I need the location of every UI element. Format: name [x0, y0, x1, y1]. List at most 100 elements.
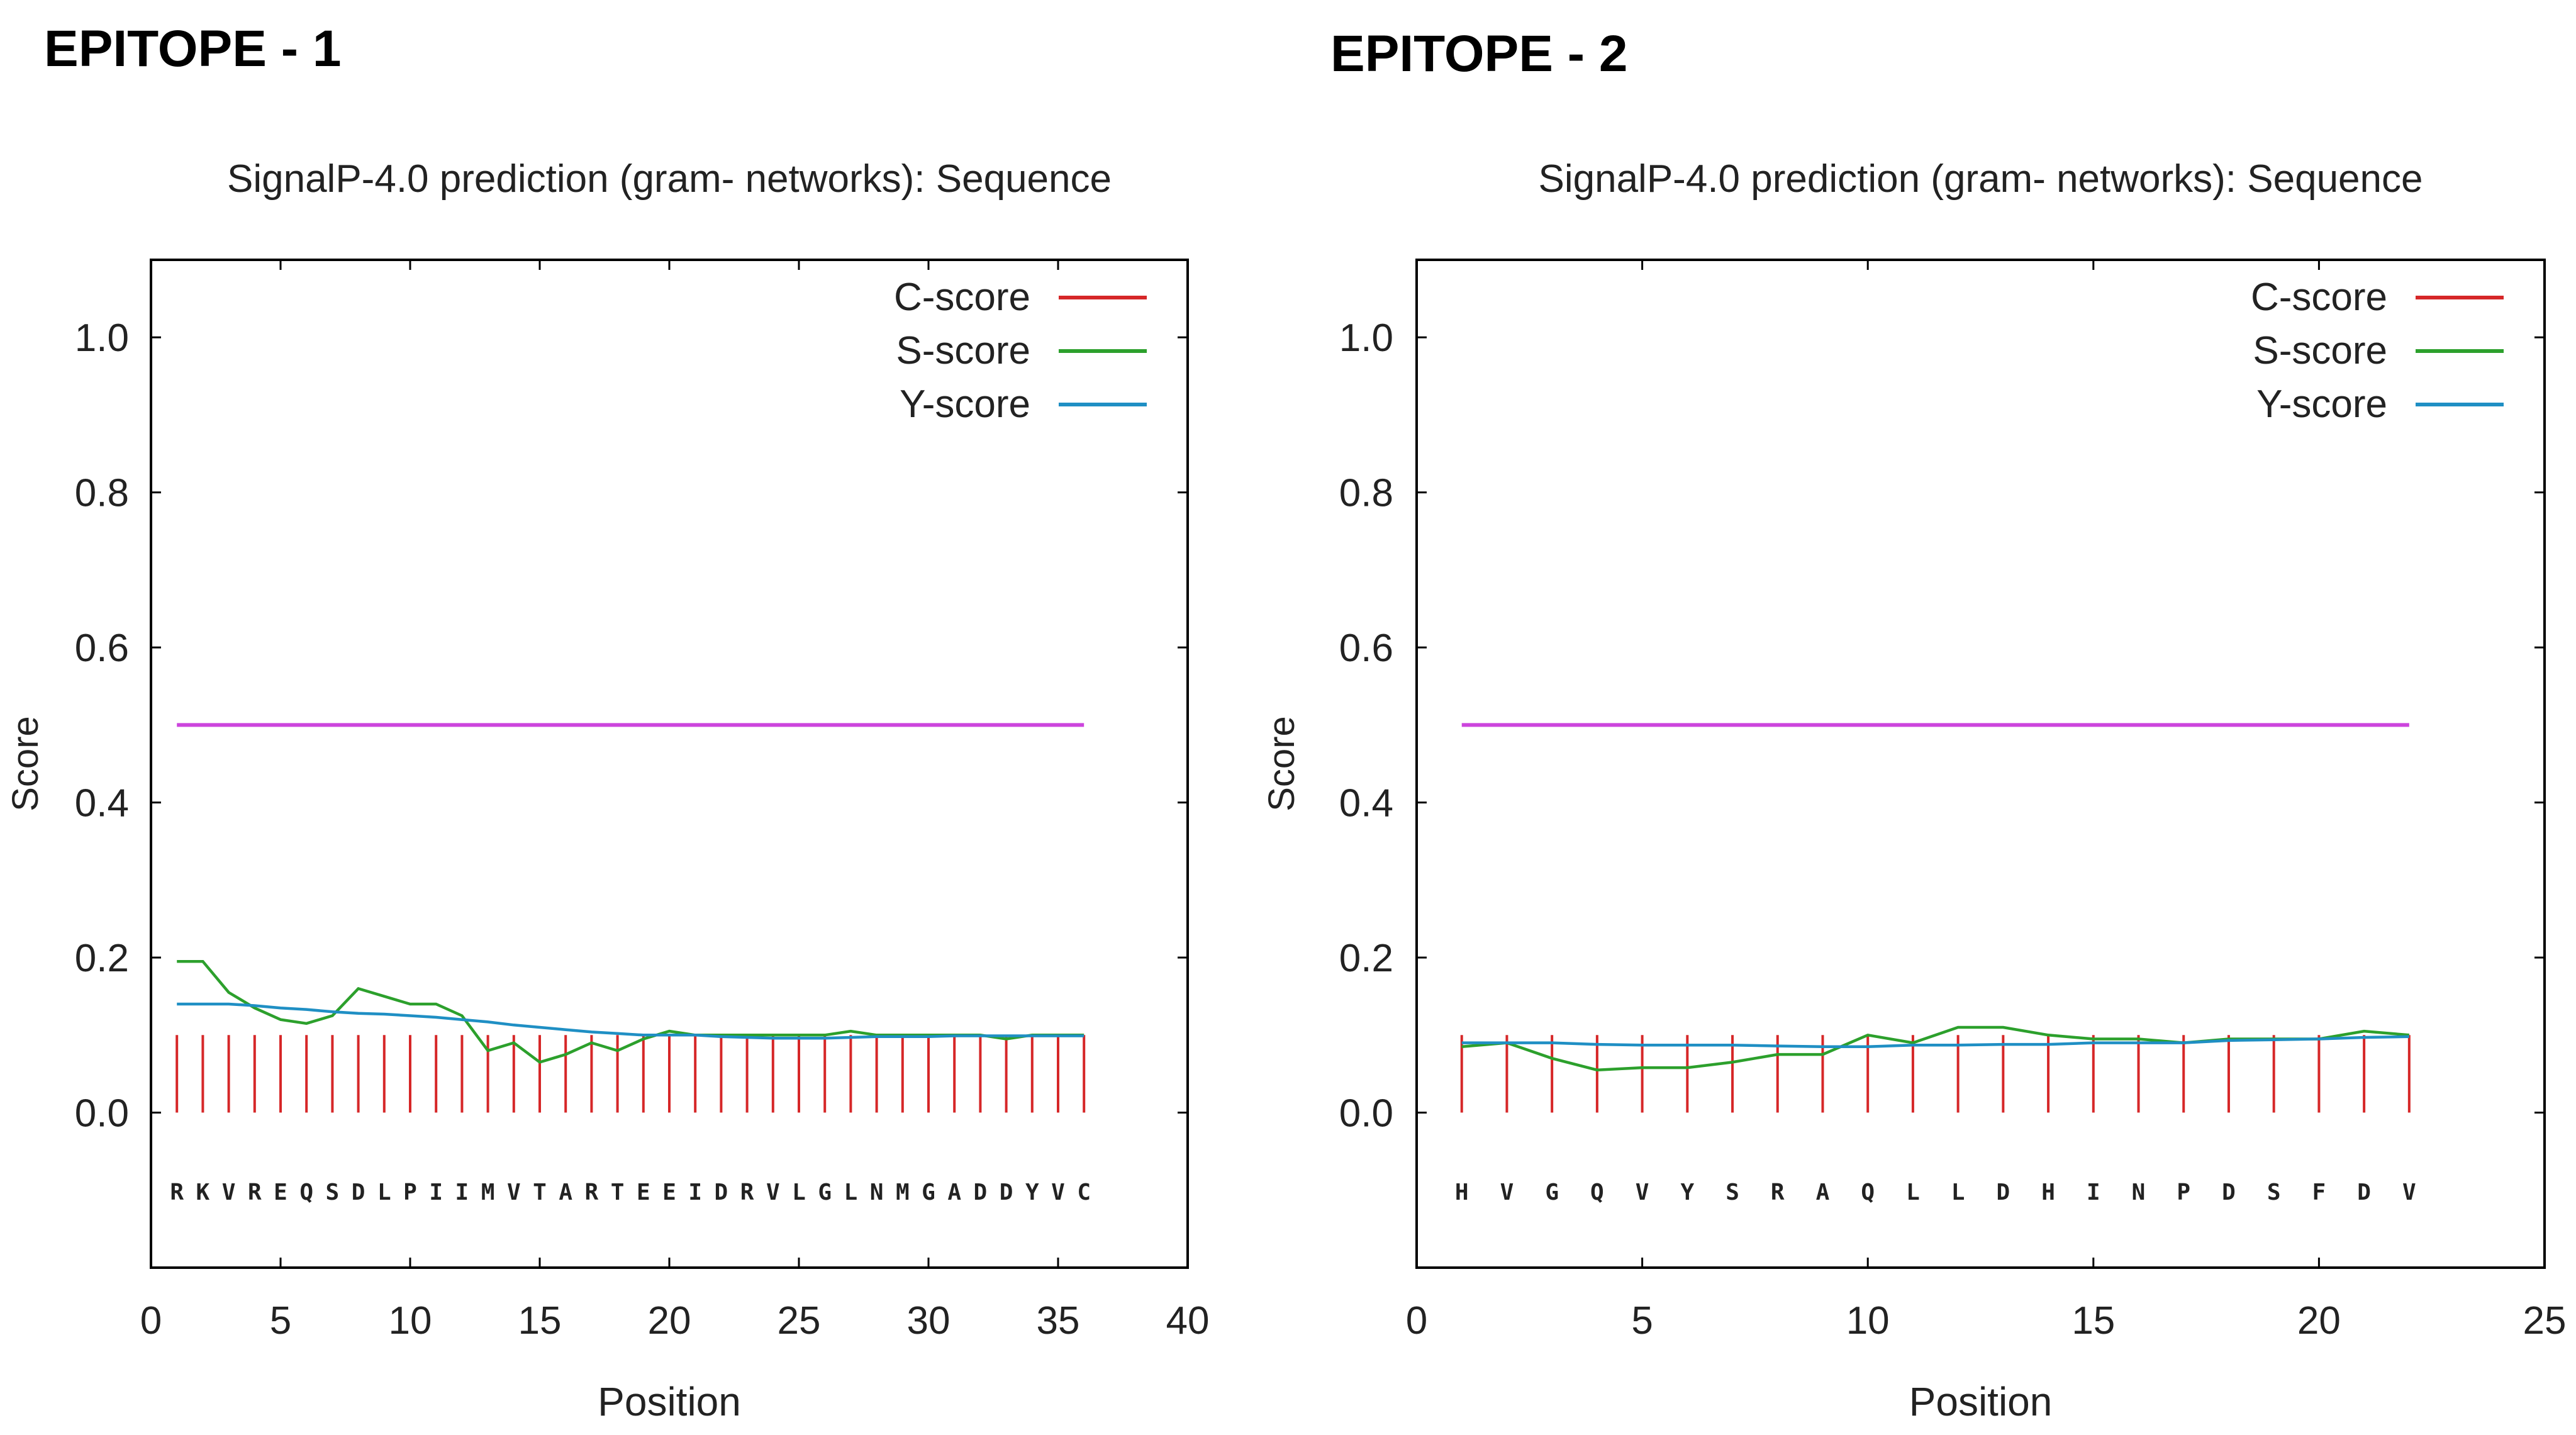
- y-tick-label: 0.6: [75, 627, 129, 670]
- sequence-residue: I: [688, 1180, 702, 1205]
- chart-title: SignalP-4.0 prediction (gram- networks):…: [227, 157, 1112, 201]
- sequence-residue: D: [2357, 1180, 2371, 1205]
- sequence-residue: D: [352, 1180, 365, 1205]
- sequence-residue: V: [2402, 1180, 2416, 1205]
- x-tick-label: 20: [2297, 1299, 2341, 1343]
- sequence-residue: A: [947, 1180, 961, 1205]
- legend-label-y-score: Y-score: [2256, 382, 2387, 426]
- y-tick-label: 0.6: [1339, 627, 1393, 670]
- x-tick-label: 0: [140, 1299, 162, 1343]
- sequence-residue: S: [2267, 1180, 2281, 1205]
- y-tick-label: 0.8: [1339, 472, 1393, 515]
- sequence-residue: S: [326, 1180, 340, 1205]
- sequence-residue: P: [2177, 1180, 2190, 1205]
- sequence-residue: E: [637, 1180, 650, 1205]
- epitope-heading: EPITOPE - 2: [1330, 25, 1627, 82]
- sequence-residue: G: [818, 1180, 832, 1205]
- sequence-residue: Y: [1680, 1180, 1694, 1205]
- x-tick-label: 25: [2523, 1299, 2567, 1343]
- sequence-residue: P: [403, 1180, 417, 1205]
- legend-label-c-score: C-score: [894, 276, 1030, 319]
- sequence-residue: R: [170, 1180, 184, 1205]
- sequence-residue: G: [922, 1180, 935, 1205]
- sequence-residue: S: [1726, 1180, 1739, 1205]
- legend-label-y-score: Y-score: [900, 382, 1030, 426]
- x-tick-label: 40: [1166, 1299, 1210, 1343]
- sequence-residue: F: [2312, 1180, 2326, 1205]
- sequence-residue: L: [1906, 1180, 1920, 1205]
- sequence-residue: Q: [299, 1180, 313, 1205]
- x-tick-label: 15: [518, 1299, 562, 1343]
- sequence-residue: R: [248, 1180, 262, 1205]
- x-tick-label: 15: [2071, 1299, 2115, 1343]
- x-tick-label: 5: [270, 1299, 291, 1343]
- x-tick-label: 5: [1631, 1299, 1653, 1343]
- sequence-residue: H: [2041, 1180, 2055, 1205]
- sequence-residue: I: [429, 1180, 443, 1205]
- sequence-residue: T: [533, 1180, 547, 1205]
- sequence-residue: V: [1051, 1180, 1065, 1205]
- sequence-residue: M: [481, 1180, 495, 1205]
- sequence-residue: E: [662, 1180, 676, 1205]
- sequence-residue: R: [585, 1180, 599, 1205]
- sequence-residue: N: [2132, 1180, 2146, 1205]
- sequence-residue: D: [715, 1180, 728, 1205]
- x-tick-label: 30: [907, 1299, 951, 1343]
- sequence-residue: K: [196, 1180, 210, 1205]
- sequence-residue: D: [1997, 1180, 2010, 1205]
- sequence-residue: Y: [1025, 1180, 1039, 1205]
- y-axis-label: Score: [5, 716, 46, 812]
- plot-frame: [1415, 259, 2546, 1269]
- sequence-residue: L: [377, 1180, 391, 1205]
- sequence-residue: M: [896, 1180, 910, 1205]
- sequence-residue: L: [792, 1180, 806, 1205]
- sequence-residue: D: [2222, 1180, 2236, 1205]
- y-tick-label: 0.4: [1339, 782, 1393, 825]
- sequence-residue: V: [507, 1180, 521, 1205]
- sequence-residue: I: [455, 1180, 469, 1205]
- legend-label-c-score: C-score: [2251, 276, 2387, 319]
- chart-title: SignalP-4.0 prediction (gram- networks):…: [1538, 157, 2423, 201]
- sequence-residue: V: [1500, 1180, 1514, 1205]
- s-score-line: [1461, 1025, 2409, 1072]
- y-tick-label: 0.0: [1339, 1092, 1393, 1136]
- sequence-residue: E: [274, 1180, 287, 1205]
- epitope-1-panel: EPITOPE - 1 SignalP-4.0 prediction (gram-…: [5, 20, 1209, 1424]
- sequence-residue: I: [2087, 1180, 2100, 1205]
- sequence-residue: C: [1077, 1180, 1091, 1205]
- y-tick-label: 0.8: [75, 472, 129, 515]
- sequence-residue: L: [1951, 1180, 1965, 1205]
- sequence-residue: V: [1636, 1180, 1649, 1205]
- sequence-residue: D: [974, 1180, 988, 1205]
- y-tick-label: 1.0: [75, 316, 129, 360]
- s-score-line: [177, 959, 1084, 1064]
- y-tick-label: 0.2: [1339, 937, 1393, 980]
- sequence-residue: H: [1455, 1180, 1469, 1205]
- x-tick-label: 20: [648, 1299, 691, 1343]
- x-axis-label: Position: [598, 1379, 741, 1424]
- y-tick-label: 0.0: [75, 1092, 129, 1136]
- sequence-residue: N: [870, 1180, 884, 1205]
- sequence-residue: L: [844, 1180, 858, 1205]
- y-score-line: [177, 1002, 1084, 1040]
- sequence-residue: A: [559, 1180, 572, 1205]
- x-tick-label: 25: [778, 1299, 821, 1343]
- sequence-residue: R: [740, 1180, 754, 1205]
- epitope-2-panel: EPITOPE - 2 SignalP-4.0 prediction (gram-…: [1261, 25, 2566, 1424]
- y-axis-label: Score: [1261, 716, 1302, 812]
- sequence-residue: A: [1816, 1180, 1830, 1205]
- sequence-residue: Q: [1861, 1180, 1875, 1205]
- sequence-residue: T: [611, 1180, 625, 1205]
- sequence-residue: V: [766, 1180, 780, 1205]
- sequence-residue: Q: [1590, 1180, 1604, 1205]
- sequence-residue: G: [1545, 1180, 1559, 1205]
- x-axis-label: Position: [1909, 1379, 2053, 1424]
- x-tick-label: 35: [1037, 1299, 1080, 1343]
- epitope-heading: EPITOPE - 1: [44, 20, 341, 77]
- x-tick-label: 10: [1846, 1299, 1890, 1343]
- x-tick-label: 10: [389, 1299, 432, 1343]
- sequence-residue: V: [222, 1180, 236, 1205]
- y-score-line: [1461, 1035, 2409, 1049]
- sequence-residue: D: [1000, 1180, 1013, 1205]
- y-tick-label: 0.4: [75, 782, 129, 825]
